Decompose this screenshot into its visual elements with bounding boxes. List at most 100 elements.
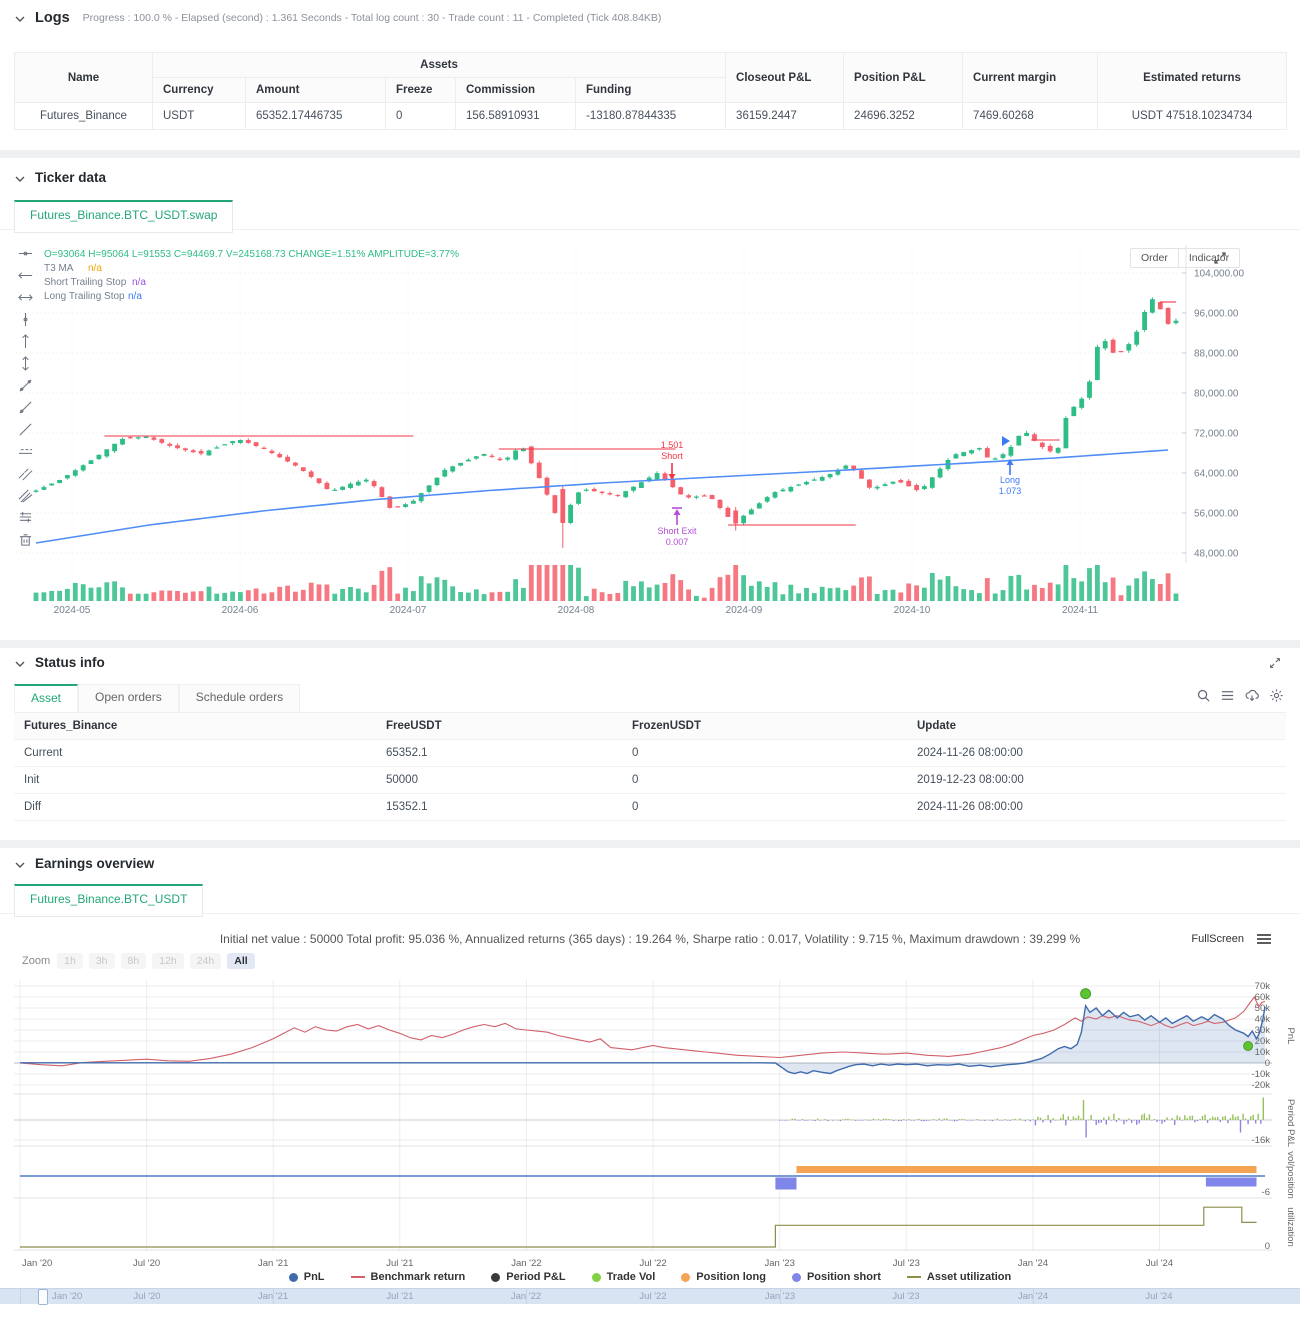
tab-ticker-symbol[interactable]: Futures_Binance.BTC_USDT.swap [14,200,234,233]
period-pnl-bars [779,1097,1264,1138]
kline-grid: 104,000.00 96,000.00 88,000.00 80,000.00 72,… [16,245,1244,616]
legend-item-pnl[interactable]: PnL [288,1271,325,1283]
expand-chart-icon[interactable] [1212,250,1228,271]
row-label-init: Init [14,766,376,794]
collapse-chevron-icon[interactable] [14,172,26,184]
legend-item-benchmark-return[interactable]: Benchmark return [350,1271,466,1283]
tab-schedule-orders[interactable]: Schedule orders [178,684,301,714]
zoom-option-all[interactable]: All [227,953,255,969]
tool-extended-line-icon[interactable] [12,418,38,440]
legend-label: Trade Vol [606,1271,656,1283]
earnings-stats: Initial net value : 50000 Total profit: … [219,932,1081,946]
tool-parallel-lines-icon[interactable] [12,462,38,484]
svg-text:n/a: n/a [88,263,102,274]
cell-account-name: Futures_Binance [14,102,153,130]
legend-label: Benchmark return [370,1271,466,1283]
svg-text:2024-09: 2024-09 [726,605,763,616]
cell-commission: 156.58910931 [455,102,576,130]
legend-line-icon [906,1276,921,1278]
navigator-label: Jan '22 [510,1291,542,1302]
chart-navigator[interactable]: Jan '20 Jul '20 Jan '21 Jul '21 Jan '22 Jul '… [0,1288,1300,1305]
earnings-chart[interactable]: 70k60k50k40k30k20k10k0-10k-20k-16k-60PnL… [0,978,1300,1278]
order-button[interactable]: Order [1141,252,1168,264]
tool-delete-icon[interactable] [12,528,38,550]
svg-text:0: 0 [1265,1058,1270,1069]
position-short-bar [775,1177,797,1190]
tool-vertical-segment-icon[interactable] [12,308,38,330]
tool-ray-line-icon[interactable] [12,396,38,418]
tool-horizontal-segment-icon[interactable] [12,242,38,264]
chart-menu-icon[interactable] [1256,932,1272,951]
svg-text:60k: 60k [1255,992,1271,1003]
svg-text:Jan '22: Jan '22 [511,1258,541,1269]
svg-text:Jan '23: Jan '23 [765,1258,795,1269]
legend-item-period-p-l[interactable]: Period P&L [491,1271,566,1283]
candles [33,297,1179,548]
collapse-chevron-icon[interactable] [14,12,26,24]
tool-horizontal-extended-line-icon[interactable] [12,286,38,308]
zoom-option-3h[interactable]: 3h [88,953,115,969]
cloud-download-icon[interactable] [1244,688,1260,708]
candlestick-chart[interactable]: 104,000.00 96,000.00 88,000.00 80,000.00 72,… [0,232,1300,632]
svg-text:O=93064 H=95064 L=91553 C=9446: O=93064 H=95064 L=91553 C=94469.7 V=2451… [44,249,459,260]
tab-asset[interactable]: Asset [14,684,79,715]
legend-item-asset-utilization[interactable]: Asset utilization [906,1271,1011,1283]
svg-text:Short: Short [661,451,683,461]
tool-vertical-extended-line-icon[interactable] [12,352,38,374]
cell-freeze: 0 [385,102,456,130]
cell-free: 50000 [376,766,622,794]
row-label-current[interactable]: Current [14,739,376,767]
tool-vertical-ray-icon[interactable] [12,330,38,352]
navigator-handle[interactable] [38,1289,48,1305]
trade-vol-dot [1243,1041,1253,1051]
legend-line-icon [350,1276,365,1278]
legend-dot-icon [791,1272,801,1282]
volume-bars [33,565,1179,601]
zoom-option-8h[interactable]: 8h [120,953,147,969]
cell-amount: 65352.17446735 [245,102,386,130]
status-info-title: Status info [35,655,105,670]
svg-text:Short Exit: Short Exit [657,526,697,536]
cell-position-pnl: 24696.3252 [843,102,964,130]
gear-icon[interactable] [1269,688,1284,708]
cell-update: 2019-12-23 08:00:00 [907,766,1286,794]
tab-open-orders[interactable]: Open orders [78,684,179,714]
ma-line [35,449,1169,544]
list-icon[interactable] [1220,688,1235,708]
collapse-chevron-icon[interactable] [14,657,26,669]
legend-dot-icon [491,1272,501,1282]
zoom-option-24h[interactable]: 24h [189,953,222,969]
svg-text:104,000.00: 104,000.00 [1194,269,1244,280]
indicator-button[interactable]: Indicator [1177,249,1239,267]
logs-title: Logs [35,10,70,26]
legend-item-trade-vol[interactable]: Trade Vol [591,1271,656,1283]
expand-section-icon[interactable] [1268,656,1282,675]
status-toolbar-icons [1196,688,1284,708]
svg-text:2024-10: 2024-10 [894,605,931,616]
zoom-option-1h[interactable]: 1h [57,953,83,969]
fullscreen-button[interactable]: FullScreen [1191,933,1244,945]
svg-text:64,000.00: 64,000.00 [1194,469,1239,480]
utilization-line [20,1206,1257,1248]
svg-text:Period P&L: Period P&L [1285,1099,1296,1147]
search-icon[interactable] [1196,688,1211,708]
row-label-diff: Diff [14,793,376,821]
svg-text:2024-07: 2024-07 [390,605,427,616]
tab-earnings-symbol[interactable]: Futures_Binance.BTC_USDT [14,884,204,917]
col-header-current-margin: Current margin [962,52,1099,103]
status-tabs: Asset Open orders Schedule orders [14,684,301,715]
legend-dot-icon [681,1272,691,1282]
svg-text:Jul '21: Jul '21 [386,1258,413,1269]
legend-item-position-short[interactable]: Position short [791,1271,881,1283]
col-header-free-usdt: FreeUSDT [376,712,622,740]
col-header-amount: Amount [245,77,386,103]
collapse-chevron-icon[interactable] [14,858,26,870]
tool-trend-line-icon[interactable] [12,374,38,396]
chart-legend: PnL Benchmark return Period P&L Trade Vol Po… [0,1271,1300,1283]
svg-text:10k: 10k [1255,1047,1271,1058]
legend-item-position-long[interactable]: Position long [681,1271,766,1283]
tool-price-line-icon[interactable] [12,440,38,462]
zoom-option-12h[interactable]: 12h [152,953,184,969]
tool-price-channel-icon[interactable] [12,484,38,506]
legend-label: Position short [806,1271,881,1283]
